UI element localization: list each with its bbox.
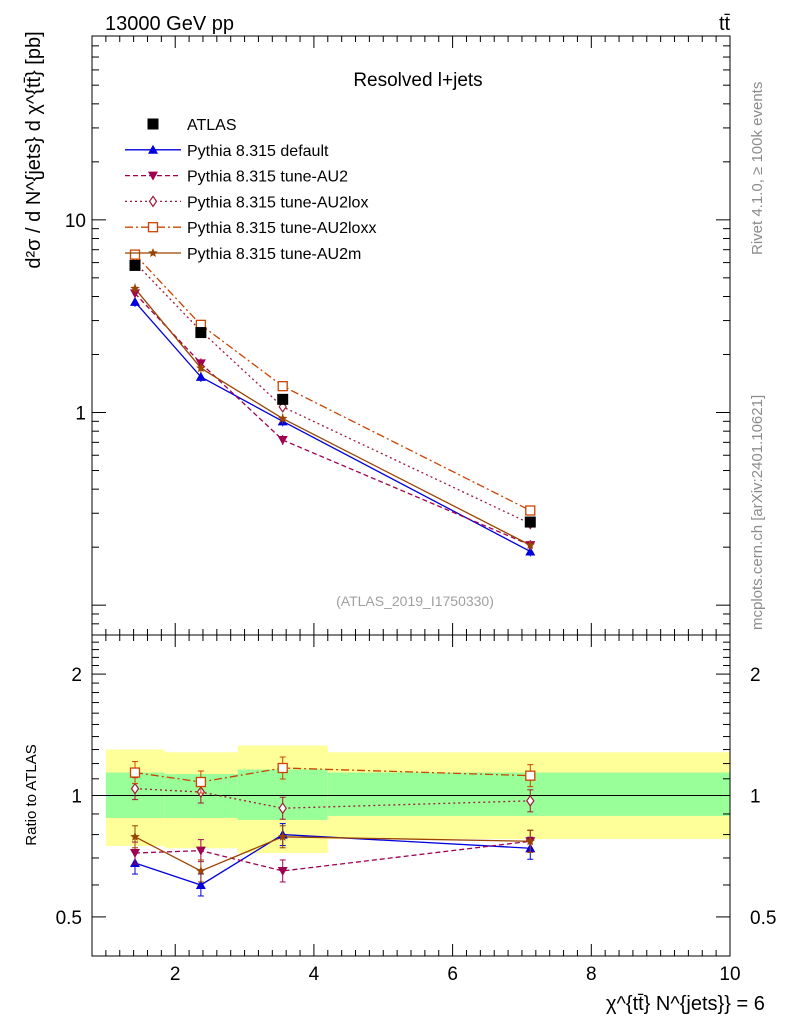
series-marker: [277, 381, 288, 392]
series-line-ratio: [134, 833, 531, 886]
series-marker: [129, 249, 141, 260]
series-marker: [277, 435, 288, 445]
y-tick-label-ratio-left: 0.5: [56, 908, 82, 929]
series-marker: [148, 248, 158, 257]
series-marker: [129, 767, 141, 778]
series-line-ratio: [134, 840, 531, 872]
y-tick-label-main: 10: [65, 211, 86, 232]
x-tick-label: 2: [170, 964, 181, 985]
series-marker: [130, 831, 140, 841]
x-tick-label: 6: [447, 964, 458, 985]
x-tick-label: 4: [309, 964, 320, 985]
series-marker: [129, 849, 140, 859]
series-line-main: [134, 254, 531, 512]
y-tick-label-ratio-left: 2: [71, 665, 82, 686]
x-axis-label-suffix: } = 6: [724, 993, 765, 1015]
series-line-ratio: [134, 836, 531, 872]
x-tick-label: 10: [719, 964, 740, 985]
main-y-axis-label: d²σ / d N^{jets} d χ^{tt̄} [pb]: [23, 31, 45, 268]
series-marker: [195, 371, 206, 381]
series-marker: [277, 866, 288, 876]
series-marker: [148, 171, 158, 181]
series-marker: [525, 770, 536, 781]
series-marker: [130, 283, 140, 293]
series-marker: [525, 836, 535, 846]
source-label: mcplots.cern.ch [arXiv:2401.10621]: [749, 395, 766, 630]
legend: ATLAS Pythia 8.315 default Pythia 8.315 tu…: [125, 117, 376, 263]
series-marker: [196, 363, 206, 373]
legend-label: Pythia 8.315 default: [187, 143, 329, 160]
series-line-main: [134, 292, 531, 546]
y-tick-label-ratio-right: 1: [750, 787, 761, 808]
legend-label-data: ATLAS: [187, 117, 237, 134]
legend-label: Pythia 8.315 tune-AU2m: [187, 246, 361, 263]
legend-label: Pythia 8.315 tune-AU2: [187, 169, 348, 186]
series-marker: [278, 831, 288, 841]
ratio-y-axis-label: Ratio to ATLAS: [23, 744, 40, 845]
series-marker: [525, 505, 536, 516]
series-marker: [148, 144, 158, 154]
series-marker: [129, 296, 140, 306]
series-marker: [526, 794, 535, 807]
rivet-label: Rivet 4.1.0, ≥ 100k events: [749, 82, 766, 255]
data-point-marker: [195, 327, 207, 339]
series-marker: [130, 782, 140, 795]
y-tick-label-ratio-right: 2: [750, 665, 761, 686]
x-axis-label-main: χ^{tt̄} N^{jets}: [606, 993, 725, 1015]
energy-label: 13000 GeV pp: [105, 13, 234, 35]
data-point-marker: [277, 393, 289, 405]
series-line-main: [134, 301, 531, 553]
series-marker: [195, 846, 206, 856]
y-tick-label-ratio-left: 1: [71, 787, 82, 808]
y-tick-label-main: 1: [75, 403, 86, 424]
series-marker: [147, 222, 159, 233]
series-marker: [148, 195, 158, 208]
series-line-main: [134, 288, 531, 546]
y-tick-label-ratio-right: 0.5: [750, 908, 776, 929]
data-point-marker: [524, 516, 536, 528]
series-marker: [278, 413, 288, 423]
series-marker: [277, 762, 288, 774]
data-point-marker: [147, 118, 159, 130]
ratio-plot-panel: 2 4 6 8 10 2 2 1 1 0.5 0.5: [56, 634, 776, 985]
data-point-marker: [129, 259, 141, 271]
x-tick-label: 8: [586, 964, 597, 985]
series-marker: [525, 540, 535, 550]
main-plot-panel: 1 10 Resolved l+jets (ATLAS_2019_I1750330…: [65, 35, 731, 636]
series-marker: [278, 802, 287, 815]
series-line-main: [134, 262, 531, 525]
legend-label: Pythia 8.315 tune-AU2loxx: [187, 220, 376, 237]
series-marker: [196, 866, 206, 875]
analysis-label: (ATLAS_2019_I1750330): [336, 593, 494, 609]
series-line-ratio: [134, 767, 531, 783]
x-axis-label: χ^{tt̄} N^{jets}} = 6: [606, 993, 765, 1015]
series-marker: [195, 776, 207, 788]
process-label: tt̄: [719, 13, 731, 35]
legend-label: Pythia 8.315 tune-AU2lox: [187, 194, 368, 211]
series-marker: [195, 879, 206, 889]
series-marker: [525, 546, 536, 556]
chart-title: Resolved l+jets: [353, 70, 482, 91]
